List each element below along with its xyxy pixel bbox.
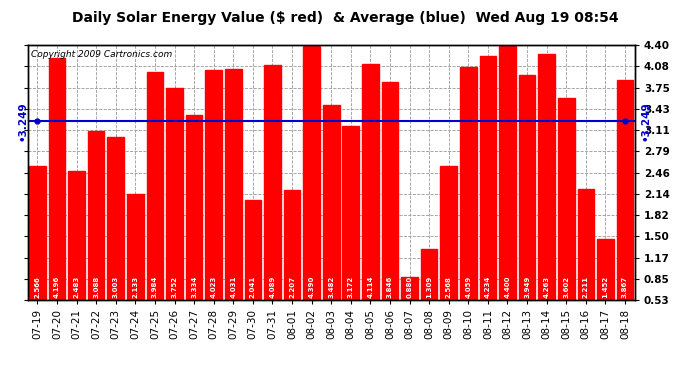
Bar xyxy=(146,72,164,300)
Text: 3.482: 3.482 xyxy=(328,276,334,298)
Text: 4.059: 4.059 xyxy=(465,276,471,298)
Text: 2.133: 2.133 xyxy=(132,276,138,298)
Text: 4.023: 4.023 xyxy=(210,276,217,298)
Text: 3.003: 3.003 xyxy=(112,276,119,298)
Text: 4.400: 4.400 xyxy=(504,276,511,298)
Text: Daily Solar Energy Value ($ red)  & Average (blue)  Wed Aug 19 08:54: Daily Solar Energy Value ($ red) & Avera… xyxy=(72,11,618,25)
Bar xyxy=(597,239,613,300)
Text: 4.031: 4.031 xyxy=(230,276,236,298)
Text: 1.452: 1.452 xyxy=(602,276,609,298)
Bar xyxy=(108,137,124,300)
Bar xyxy=(499,45,516,300)
Bar xyxy=(382,81,398,300)
Bar xyxy=(421,249,437,300)
Text: Copyright 2009 Cartronics.com: Copyright 2009 Cartronics.com xyxy=(30,50,172,59)
Text: 4.234: 4.234 xyxy=(485,276,491,298)
Bar xyxy=(362,64,379,300)
Bar xyxy=(538,54,555,300)
Bar xyxy=(401,277,418,300)
Bar xyxy=(244,201,262,300)
Text: 3.867: 3.867 xyxy=(622,276,628,298)
Text: 2.483: 2.483 xyxy=(74,276,79,298)
Text: 4.390: 4.390 xyxy=(308,276,315,298)
Text: 2.041: 2.041 xyxy=(250,276,256,298)
Bar xyxy=(186,115,202,300)
Text: •3.249: •3.249 xyxy=(641,101,651,141)
Text: 2.211: 2.211 xyxy=(583,276,589,298)
Bar xyxy=(29,166,46,300)
Bar xyxy=(88,132,104,300)
Text: 3.752: 3.752 xyxy=(172,276,177,298)
Text: 1.309: 1.309 xyxy=(426,276,432,298)
Bar xyxy=(519,75,535,300)
Bar xyxy=(460,68,477,300)
Bar xyxy=(617,80,633,300)
Text: 4.196: 4.196 xyxy=(54,276,60,298)
Bar xyxy=(480,56,496,300)
Text: 2.207: 2.207 xyxy=(289,276,295,298)
Text: 3.602: 3.602 xyxy=(563,276,569,298)
Text: 0.880: 0.880 xyxy=(406,276,413,298)
Text: 4.114: 4.114 xyxy=(367,276,373,298)
Bar xyxy=(323,105,339,300)
Text: 3.172: 3.172 xyxy=(348,276,354,298)
Text: 4.263: 4.263 xyxy=(544,276,550,298)
Text: 3.984: 3.984 xyxy=(152,276,158,298)
Text: 3.088: 3.088 xyxy=(93,276,99,298)
Text: 3.846: 3.846 xyxy=(387,276,393,298)
Text: •3.249: •3.249 xyxy=(18,101,28,141)
Bar xyxy=(206,70,222,300)
Text: 2.566: 2.566 xyxy=(34,276,41,298)
Text: 3.334: 3.334 xyxy=(191,276,197,298)
Bar xyxy=(49,58,66,300)
Text: 4.089: 4.089 xyxy=(269,276,275,298)
Bar xyxy=(264,66,281,300)
Text: 3.949: 3.949 xyxy=(524,276,530,298)
Bar xyxy=(68,171,85,300)
Bar xyxy=(558,98,575,300)
Text: 2.568: 2.568 xyxy=(446,276,452,298)
Bar xyxy=(225,69,241,300)
Bar xyxy=(166,88,183,300)
Bar xyxy=(304,46,320,300)
Bar xyxy=(127,194,144,300)
Bar xyxy=(342,126,359,300)
Bar xyxy=(578,189,594,300)
Bar xyxy=(284,189,300,300)
Bar xyxy=(440,166,457,300)
